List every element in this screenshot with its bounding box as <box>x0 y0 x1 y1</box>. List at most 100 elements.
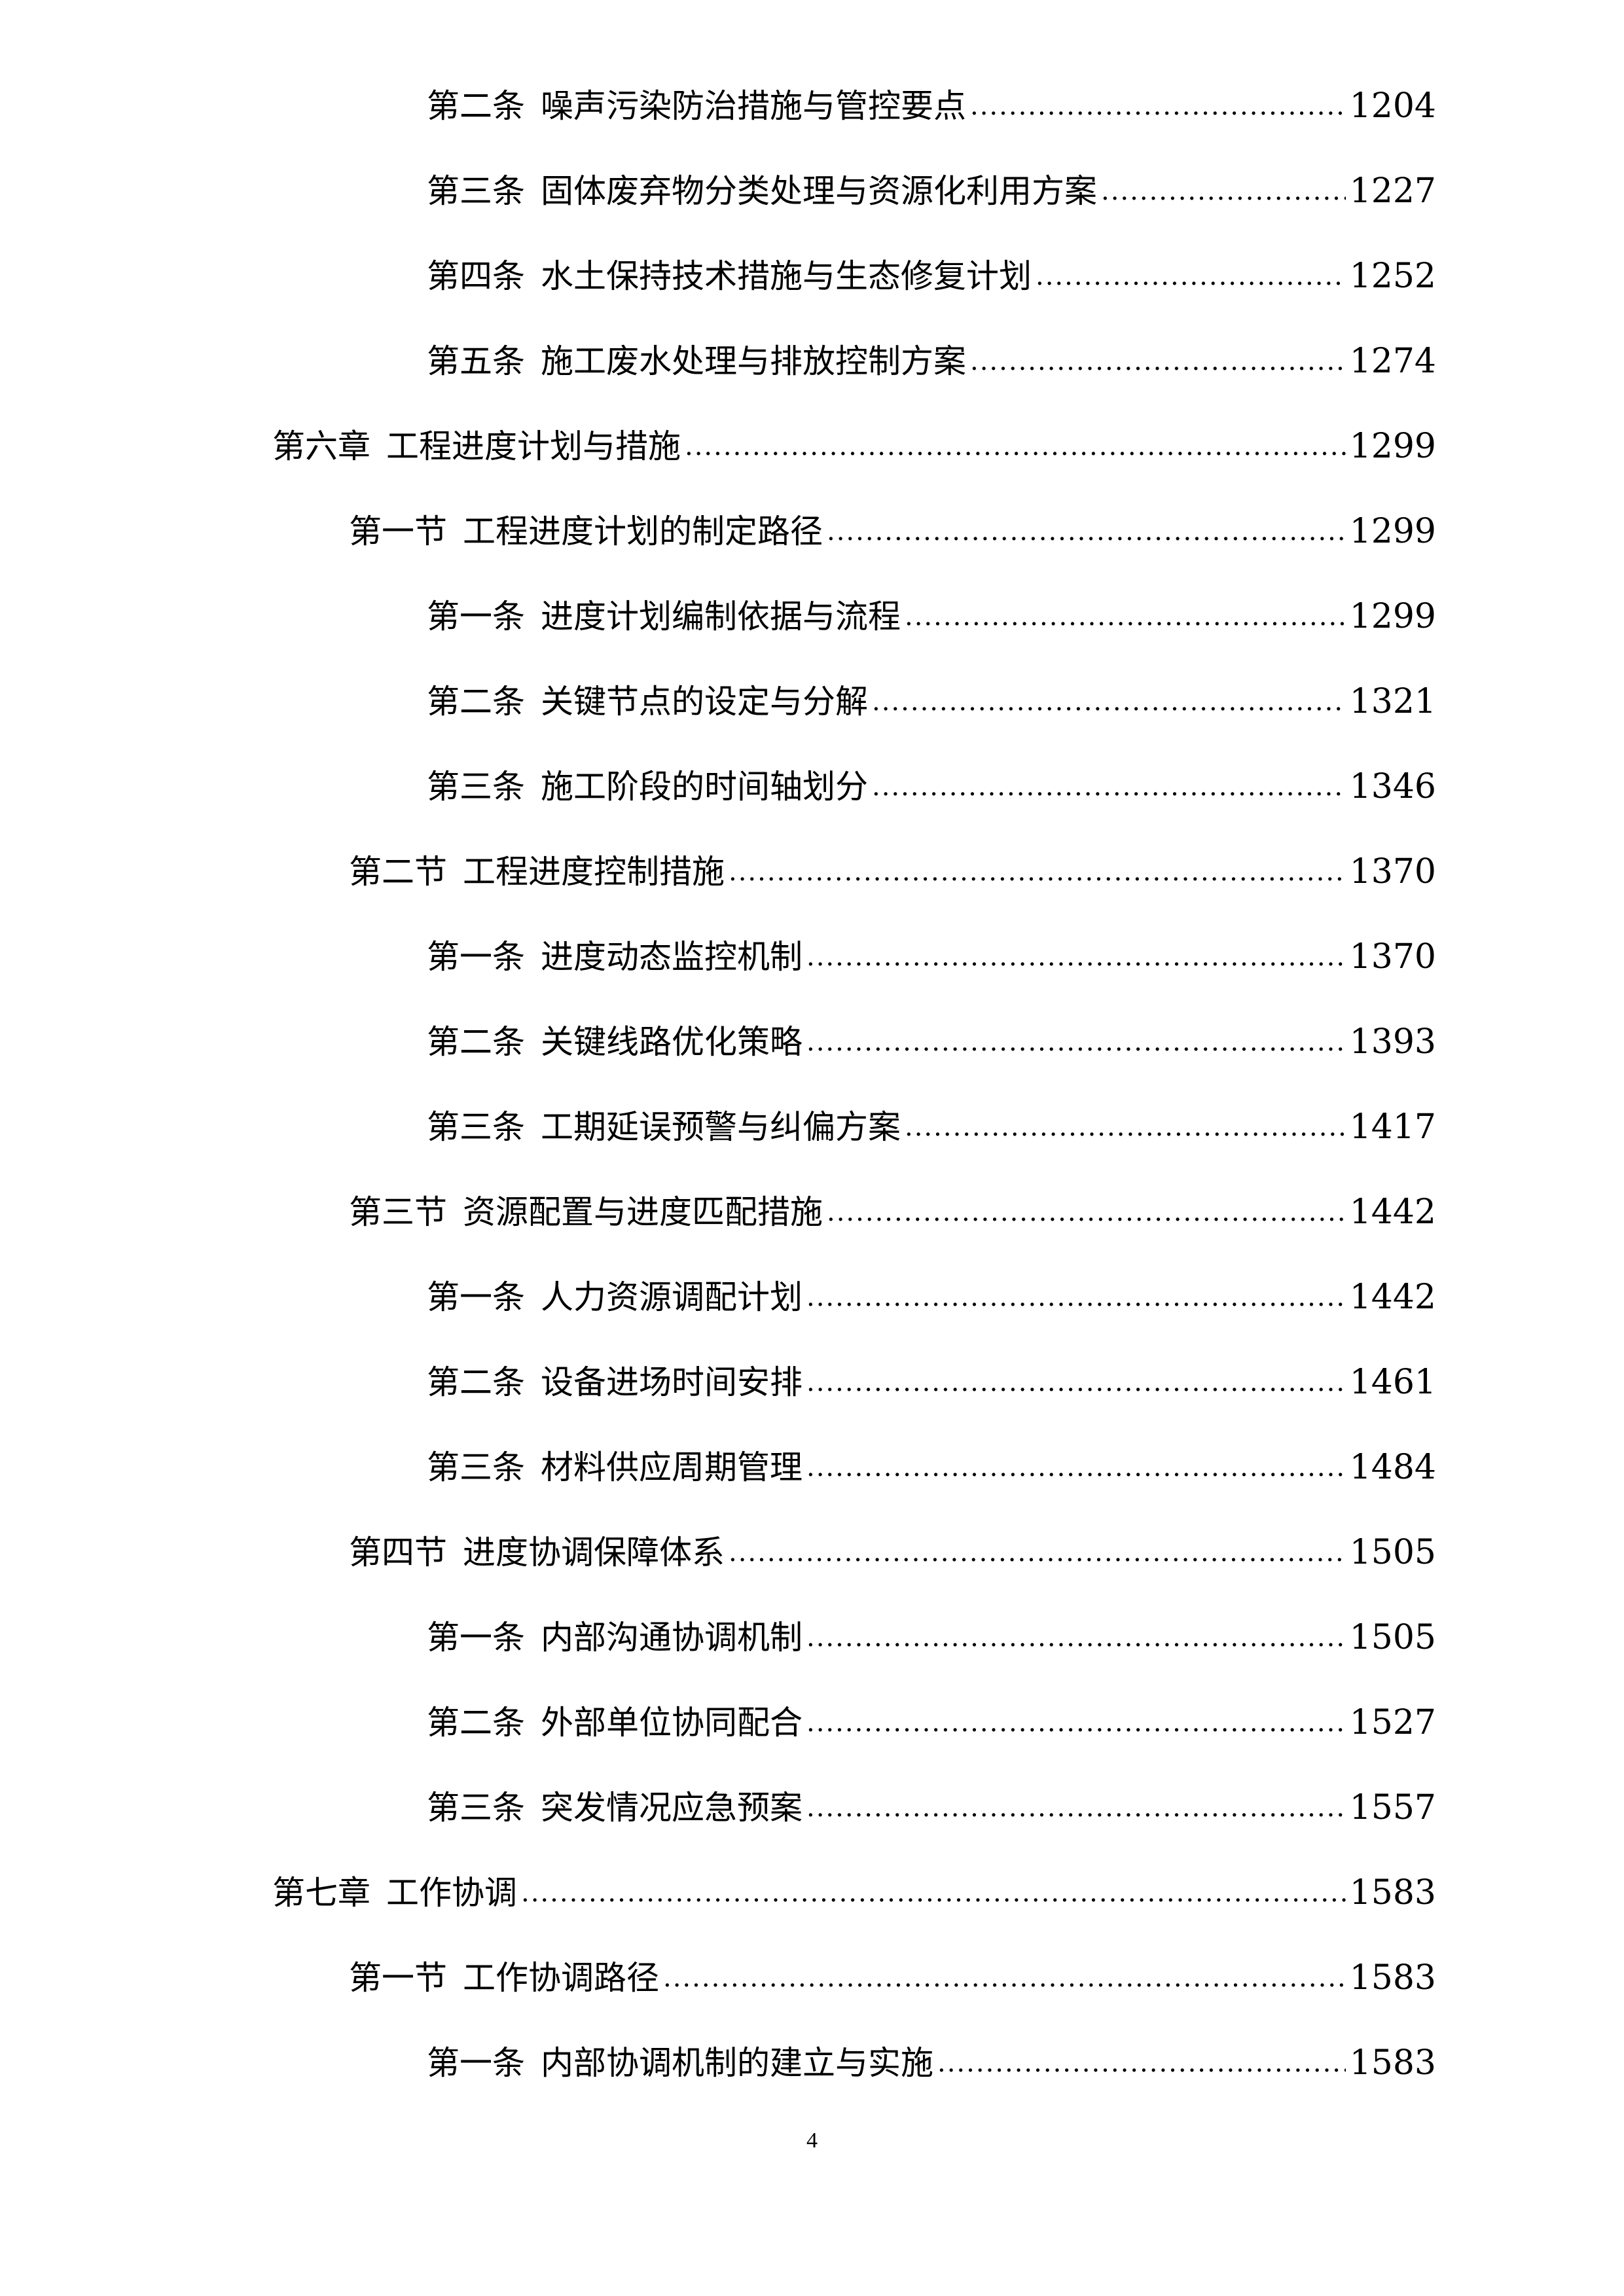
toc-entry-title: 固体废弃物分类处理与资源化利用方案 <box>541 172 1097 210</box>
toc-entry-title: 内部沟通协调机制 <box>541 1619 803 1657</box>
toc-entry[interactable]: 第五条 施工废水处理与排放控制方案........................… <box>427 319 1624 404</box>
toc-entry[interactable]: 第三条 突发情况应急预案.............................… <box>427 1765 1624 1850</box>
toc-entry[interactable]: 第二条 设备进场时间安排.............................… <box>427 1340 1624 1425</box>
toc-entry[interactable]: 第二条 噪声污染防治措施与管控要点........................… <box>427 63 1624 149</box>
toc-entry[interactable]: 第四条 水土保持技术措施与生态修复计划......................… <box>427 234 1624 319</box>
toc-entry-label: 第二节 <box>349 853 447 891</box>
toc-entry[interactable]: 第一条 进度计划编制依据与流程..........................… <box>427 574 1624 659</box>
toc-entry-page: 1274 <box>1349 342 1436 381</box>
toc-entry-title: 工期延误预警与纠偏方案 <box>541 1108 901 1146</box>
toc-entry[interactable]: 第一节 工作协调路径...............................… <box>349 1935 1624 2020</box>
toc-entry-page: 1299 <box>1349 597 1436 636</box>
toc-entry-page: 1484 <box>1349 1448 1436 1487</box>
toc-entry-page: 1370 <box>1349 937 1436 977</box>
toc-entry-title: 工程进度控制措施 <box>463 853 725 891</box>
leader-dots: ........................................… <box>872 772 1346 802</box>
toc-entry[interactable]: 第七章 工作协调.................................… <box>272 1850 1624 1935</box>
toc-entry[interactable]: 第三条 工期延误预警与纠偏方案..........................… <box>427 1085 1624 1170</box>
toc-entry[interactable]: 第三条 固体废弃物分类处理与资源化利用方案....................… <box>427 149 1624 234</box>
toc-entry[interactable]: 第三条 材料供应周期管理.............................… <box>427 1425 1624 1510</box>
toc-entry[interactable]: 第二条 关键节点的设定与分解...........................… <box>427 659 1624 744</box>
toc-entry-page: 1505 <box>1349 1618 1436 1657</box>
leader-dots: ........................................… <box>1101 176 1346 206</box>
toc-entry[interactable]: 第一条 人力资源调配计划.............................… <box>427 1255 1624 1340</box>
toc-entry-page: 1583 <box>1349 1958 1436 1998</box>
toc-entry-title: 进度计划编制依据与流程 <box>541 598 901 636</box>
leader-dots: ........................................… <box>806 1793 1346 1823</box>
toc-entry-title: 工作协调 <box>386 1874 517 1912</box>
toc-entry-title: 设备进场时间安排 <box>541 1363 803 1401</box>
toc-entry-label: 第三条 <box>427 1108 525 1146</box>
toc-entry-label: 第四条 <box>427 257 525 295</box>
toc-entry-label: 第二条 <box>427 87 525 125</box>
leader-dots: ........................................… <box>663 1963 1346 1993</box>
toc-entry[interactable]: 第一条 进度动态监控机制.............................… <box>427 914 1624 999</box>
leader-dots: ........................................… <box>685 431 1346 461</box>
toc-entry-label: 第二条 <box>427 1023 525 1061</box>
leader-dots: ........................................… <box>970 346 1346 376</box>
toc-entry-page: 1204 <box>1349 86 1436 126</box>
toc-entry-title: 工程进度计划与措施 <box>386 427 681 465</box>
toc-entry-title: 关键线路优化策略 <box>541 1023 803 1061</box>
toc-entry-label: 第四节 <box>349 1534 447 1571</box>
leader-dots: ........................................… <box>872 687 1346 717</box>
toc-entry-label: 第三条 <box>427 1789 525 1827</box>
toc-entry[interactable]: 第一节 工程进度计划的制定路径..........................… <box>349 489 1624 574</box>
toc-entry-label: 第一条 <box>427 598 525 636</box>
toc-entry-page: 1527 <box>1349 1703 1436 1742</box>
toc-entry-label: 第一条 <box>427 938 525 976</box>
toc-entry-page: 1557 <box>1349 1788 1436 1827</box>
leader-dots: ........................................… <box>521 1878 1346 1908</box>
toc-entry-page: 1299 <box>1349 427 1436 466</box>
toc-entry-page: 1227 <box>1349 171 1436 211</box>
leader-dots: ........................................… <box>729 857 1346 887</box>
leader-dots: ........................................… <box>905 1112 1346 1142</box>
toc-entry-page: 1583 <box>1349 1873 1436 1912</box>
toc-entry-title: 工作协调路径 <box>463 1959 659 1997</box>
leader-dots: ........................................… <box>806 1027 1346 1057</box>
toc-entry-label: 第一条 <box>427 1278 525 1316</box>
table-of-contents: 第二条 噪声污染防治措施与管控要点........................… <box>0 63 1624 2106</box>
toc-entry-label: 第一节 <box>349 512 447 550</box>
toc-entry-title: 进度协调保障体系 <box>463 1534 725 1571</box>
toc-entry-label: 第七章 <box>272 1874 370 1912</box>
toc-entry-page: 1461 <box>1349 1363 1436 1402</box>
toc-entry-page: 1505 <box>1349 1533 1436 1572</box>
toc-entry-label: 第五条 <box>427 342 525 380</box>
toc-entry-title: 人力资源调配计划 <box>541 1278 803 1316</box>
leader-dots: ........................................… <box>806 1452 1346 1482</box>
toc-entry-label: 第一节 <box>349 1959 447 1997</box>
toc-entry[interactable]: 第二节 工程进度控制措施.............................… <box>349 829 1624 914</box>
toc-entry-label: 第三节 <box>349 1193 447 1231</box>
toc-entry[interactable]: 第六章 工程进度计划与措施............................… <box>272 404 1624 489</box>
toc-entry-label: 第六章 <box>272 427 370 465</box>
toc-entry-page: 1346 <box>1349 767 1436 806</box>
leader-dots: ........................................… <box>1036 261 1346 291</box>
toc-entry-title: 工程进度计划的制定路径 <box>463 512 823 550</box>
toc-entry-title: 进度动态监控机制 <box>541 938 803 976</box>
toc-entry-page: 1252 <box>1349 257 1436 296</box>
toc-entry[interactable]: 第二条 关键线路优化策略.............................… <box>427 999 1624 1085</box>
toc-entry-label: 第三条 <box>427 1448 525 1486</box>
toc-entry-title: 材料供应周期管理 <box>541 1448 803 1486</box>
toc-entry-label: 第二条 <box>427 1363 525 1401</box>
page-number: 4 <box>806 2128 818 2153</box>
toc-entry-page: 1442 <box>1349 1278 1436 1317</box>
toc-entry-label: 第三条 <box>427 172 525 210</box>
toc-entry[interactable]: 第三条 施工阶段的时间轴划分...........................… <box>427 744 1624 829</box>
toc-entry-label: 第二条 <box>427 683 525 721</box>
toc-entry[interactable]: 第一条 内部沟通协调机制.............................… <box>427 1595 1624 1680</box>
toc-entry[interactable]: 第一条 内部协调机制的建立与实施.........................… <box>427 2020 1624 2106</box>
leader-dots: ........................................… <box>806 1367 1346 1397</box>
toc-entry[interactable]: 第二条 外部单位协同配合.............................… <box>427 1680 1624 1765</box>
toc-entry-title: 外部单位协同配合 <box>541 1704 803 1742</box>
toc-entry-title: 噪声污染防治措施与管控要点 <box>541 87 966 125</box>
toc-entry-title: 突发情况应急预案 <box>541 1789 803 1827</box>
leader-dots: ........................................… <box>806 1282 1346 1312</box>
toc-entry-label: 第一条 <box>427 2044 525 2082</box>
leader-dots: ........................................… <box>806 1708 1346 1738</box>
toc-entry[interactable]: 第四节 进度协调保障体系.............................… <box>349 1510 1624 1595</box>
leader-dots: ........................................… <box>970 91 1346 121</box>
toc-entry[interactable]: 第三节 资源配置与进度匹配措施..........................… <box>349 1170 1624 1255</box>
toc-entry-label: 第三条 <box>427 768 525 806</box>
